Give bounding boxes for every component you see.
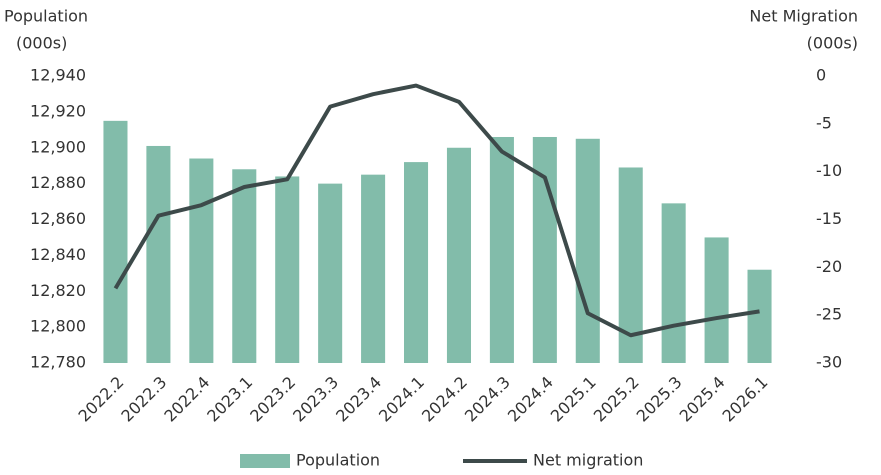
bar <box>103 120 128 363</box>
x-tick-label: 2025.2 <box>590 373 643 426</box>
bar <box>661 203 686 363</box>
line <box>113 83 760 338</box>
bar <box>361 174 386 363</box>
bar <box>446 147 471 363</box>
x-tick-label: 2023.2 <box>246 373 299 426</box>
bar <box>404 162 429 363</box>
x-tick-label: 2025.4 <box>676 373 729 426</box>
x-tick-label: 2025.1 <box>547 373 600 426</box>
x-tick-label: 2024.2 <box>418 373 471 426</box>
bar <box>189 158 214 363</box>
y-tick-label: 12,860 <box>30 209 86 228</box>
bar <box>747 269 772 363</box>
y-tick-label: 12,820 <box>30 281 86 300</box>
legend-label: Population <box>296 451 380 470</box>
y2-axis-title: (000s) <box>807 34 858 53</box>
bar <box>704 237 729 363</box>
y-axis-title: Population <box>4 7 88 26</box>
x-tick-label: 2024.1 <box>375 373 428 426</box>
x-tick-label: 2026.1 <box>719 373 772 426</box>
x-tick-label: 2022.2 <box>74 373 127 426</box>
y2-tick-label: -10 <box>816 161 842 180</box>
y-tick-label: 12,880 <box>30 173 86 192</box>
bar <box>232 169 257 363</box>
x-tick-label: 2022.3 <box>117 373 170 426</box>
bar <box>575 138 600 363</box>
bar <box>489 136 514 363</box>
bar <box>146 145 171 363</box>
y-tick-label: 12,900 <box>30 137 86 156</box>
x-tick-label: 2023.1 <box>203 373 256 426</box>
y-axis-title: (000s) <box>16 34 67 53</box>
legend-swatch <box>240 454 290 468</box>
y2-tick-label: -5 <box>816 113 832 132</box>
y2-tick-label: -15 <box>816 209 842 228</box>
x-tick-label: 2025.3 <box>633 373 686 426</box>
x-tick-label: 2023.4 <box>332 373 385 426</box>
y2-tick-label: -25 <box>816 305 842 324</box>
y2-tick-label: 0 <box>816 66 826 85</box>
y-tick-label: 12,780 <box>30 353 86 372</box>
legend-label: Net migration <box>533 451 643 470</box>
y-tick-label: 12,840 <box>30 245 86 264</box>
x-tick-label: 2024.4 <box>504 373 557 426</box>
x-tick-label: 2024.3 <box>461 373 514 426</box>
bar <box>275 176 300 363</box>
y2-tick-label: -30 <box>816 353 842 372</box>
y2-tick-label: -20 <box>816 257 842 276</box>
x-tick-label: 2022.4 <box>160 373 213 426</box>
y2-axis-title: Net Migration <box>749 7 858 26</box>
bar <box>318 183 343 363</box>
y-tick-label: 12,940 <box>30 66 86 85</box>
y-tick-label: 12,800 <box>30 317 86 336</box>
y-tick-label: 12,920 <box>30 101 86 120</box>
x-tick-label: 2023.3 <box>289 373 342 426</box>
